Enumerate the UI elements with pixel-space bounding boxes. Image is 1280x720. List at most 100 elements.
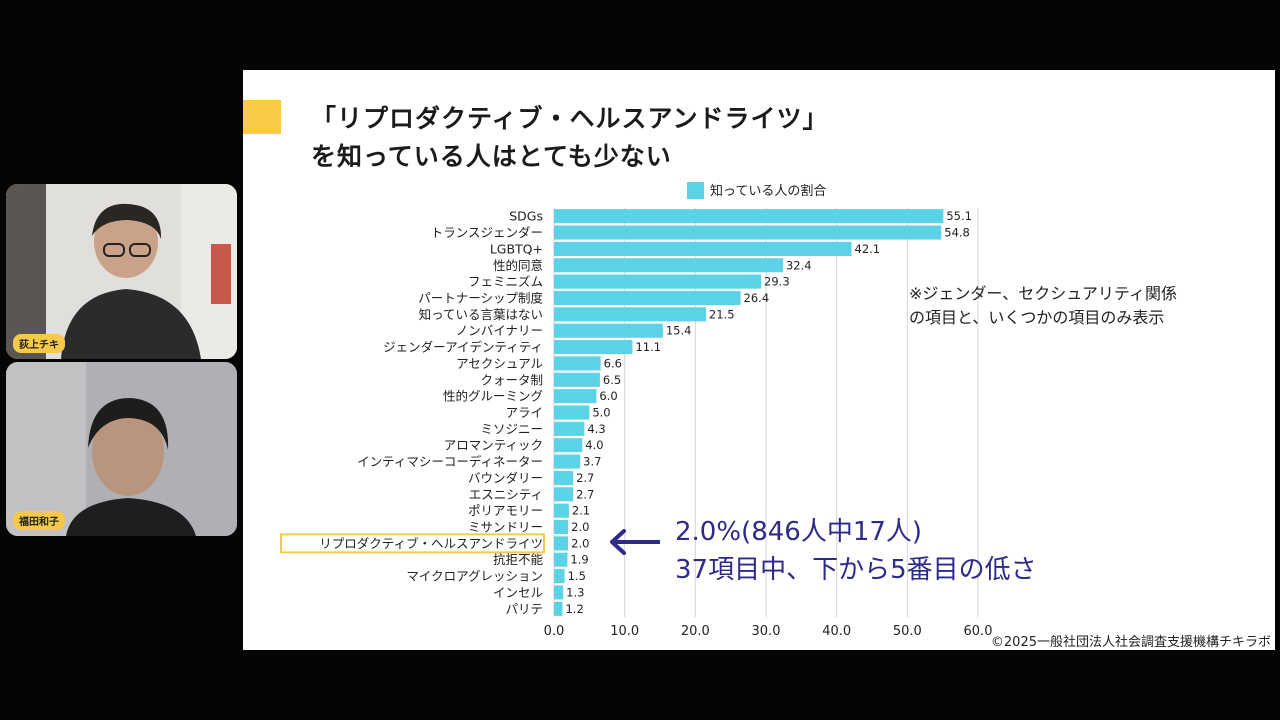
data-label: 2.0 <box>571 536 589 550</box>
category-label: インティマシーコーディネーター <box>357 454 543 469</box>
category-label: SDGs <box>509 209 543 224</box>
note-line-2: の項目と、いくつかの項目のみ表示 <box>909 308 1165 327</box>
note-line-1: ※ジェンダー、セクシュアリティ関係 <box>909 284 1177 303</box>
category-label: LGBTQ+ <box>490 241 543 256</box>
x-tick-label: 20.0 <box>681 624 710 639</box>
data-label: 15.4 <box>666 324 692 338</box>
data-label: 6.0 <box>599 389 617 403</box>
bar <box>554 552 568 567</box>
category-label: マイクロアグレッション <box>406 569 543 584</box>
bar <box>554 307 706 322</box>
category-label: バウンダリー <box>468 470 543 485</box>
x-tick-label: 0.0 <box>544 624 565 639</box>
bar <box>554 372 600 387</box>
participant-name-tag: 荻上チキ <box>13 334 65 353</box>
data-label: 11.1 <box>635 340 661 354</box>
bar <box>554 519 569 535</box>
data-label: 3.7 <box>583 455 601 469</box>
x-tick-label: 40.0 <box>822 624 851 639</box>
category-label: フェミニズム <box>468 274 543 289</box>
slide-title: 「リプロダクティブ・ヘルスアンドライツ」 を知っている人はとても少ない <box>311 100 829 176</box>
data-label: 6.5 <box>603 373 621 387</box>
callout-line-2: 37項目中、下から5番目の低さ <box>675 555 1037 585</box>
bar <box>554 405 590 420</box>
highlight-box <box>280 533 545 554</box>
category-label: アロマンティック <box>444 438 543 453</box>
category-label: 性的同意 <box>493 258 543 273</box>
category-label: インセル <box>493 585 543 600</box>
legend-label: 知っている人の割合 <box>710 183 826 199</box>
bar <box>554 454 581 469</box>
participant-1-image <box>6 184 237 359</box>
bar <box>554 241 852 256</box>
chart-note: ※ジェンダー、セクシュアリティ関係 の項目と、いくつかの項目のみ表示 <box>909 282 1177 330</box>
data-label: 4.0 <box>585 438 603 452</box>
data-label: 21.5 <box>709 307 735 321</box>
bar <box>554 225 942 240</box>
bar <box>554 258 783 273</box>
x-tick-label: 30.0 <box>752 624 781 639</box>
category-label: アセクシュアル <box>456 356 543 371</box>
category-label: リプロダクティブ・ヘルスアンドライツ <box>319 536 543 551</box>
bar <box>554 421 585 436</box>
callout-text: 2.0%(846人中17人) 37項目中、下から5番目の低さ <box>675 513 1037 589</box>
bar-chart: 0.0 10.0 20.0 30.0 40.0 50.0 60.0 知っている人の割合 55.1… <box>280 182 993 639</box>
data-label: 32.4 <box>786 258 812 272</box>
category-label: 性的グルーミング <box>443 389 543 404</box>
category-label: パリテ <box>505 601 543 616</box>
bar <box>554 438 583 453</box>
data-label: 5.0 <box>592 406 610 420</box>
category-label: ポリアモリー <box>468 503 543 518</box>
data-label: 26.4 <box>744 291 770 305</box>
data-label: 1.2 <box>565 602 583 616</box>
data-label: 2.0 <box>571 520 589 534</box>
bar <box>554 470 574 485</box>
data-label: 42.1 <box>855 242 881 256</box>
data-label: 1.3 <box>566 585 584 599</box>
data-label: 55.1 <box>946 209 972 223</box>
bar <box>554 356 601 371</box>
category-label: ミサンドリー <box>468 520 543 535</box>
bar <box>554 290 741 306</box>
copyright-text: ©2025一般社団法人社会調査支援機構チキラボ <box>990 635 1271 650</box>
bar <box>554 323 663 338</box>
callout-line-1: 2.0%(846人中17人) <box>675 517 923 547</box>
x-tick-label: 50.0 <box>893 624 922 639</box>
data-label: 1.5 <box>568 569 586 583</box>
category-label: アライ <box>505 405 543 420</box>
participant-video-1[interactable]: 荻上チキ <box>6 184 237 359</box>
data-label: 6.6 <box>604 356 622 370</box>
left-arrow-icon <box>610 529 660 555</box>
participant-name-tag: 福田和子 <box>13 511 65 530</box>
data-label: 54.8 <box>944 226 970 240</box>
data-label: 1.9 <box>570 553 588 567</box>
category-label: クォータ制 <box>480 372 543 387</box>
bar <box>554 536 569 551</box>
x-tick-label: 60.0 <box>964 624 993 639</box>
bar <box>554 274 762 289</box>
category-label: ジェンダーアイデンティティ <box>383 340 543 355</box>
bar <box>554 340 633 355</box>
bar <box>554 585 564 600</box>
bar <box>554 209 944 224</box>
bar <box>554 503 569 518</box>
participant-video-2[interactable]: 福田和子 <box>6 362 237 536</box>
category-label: トランスジェンダー <box>431 225 543 240</box>
presentation-slide: 「リプロダクティブ・ヘルスアンドライツ」 を知っている人はとても少ない 0.0 1… <box>243 70 1275 650</box>
category-label: 知っている言葉はない <box>419 307 543 322</box>
category-label: ノンバイナリー <box>456 323 543 338</box>
data-label: 2.7 <box>576 471 594 485</box>
category-label: パートナーシップ制度 <box>418 290 543 305</box>
bar <box>554 487 574 502</box>
data-label: 2.1 <box>572 504 590 518</box>
bar <box>554 389 597 404</box>
legend-swatch <box>687 182 704 199</box>
category-label: エスニシティ <box>469 487 543 502</box>
bar <box>554 601 563 616</box>
title-line-1: 「リプロダクティブ・ヘルスアンドライツ」 <box>311 104 829 133</box>
data-label: 2.7 <box>576 487 594 501</box>
bar <box>554 569 565 584</box>
title-accent-bar <box>243 100 281 134</box>
category-label: 抗拒不能 <box>493 552 544 567</box>
title-line-2: を知っている人はとても少ない <box>311 142 672 171</box>
